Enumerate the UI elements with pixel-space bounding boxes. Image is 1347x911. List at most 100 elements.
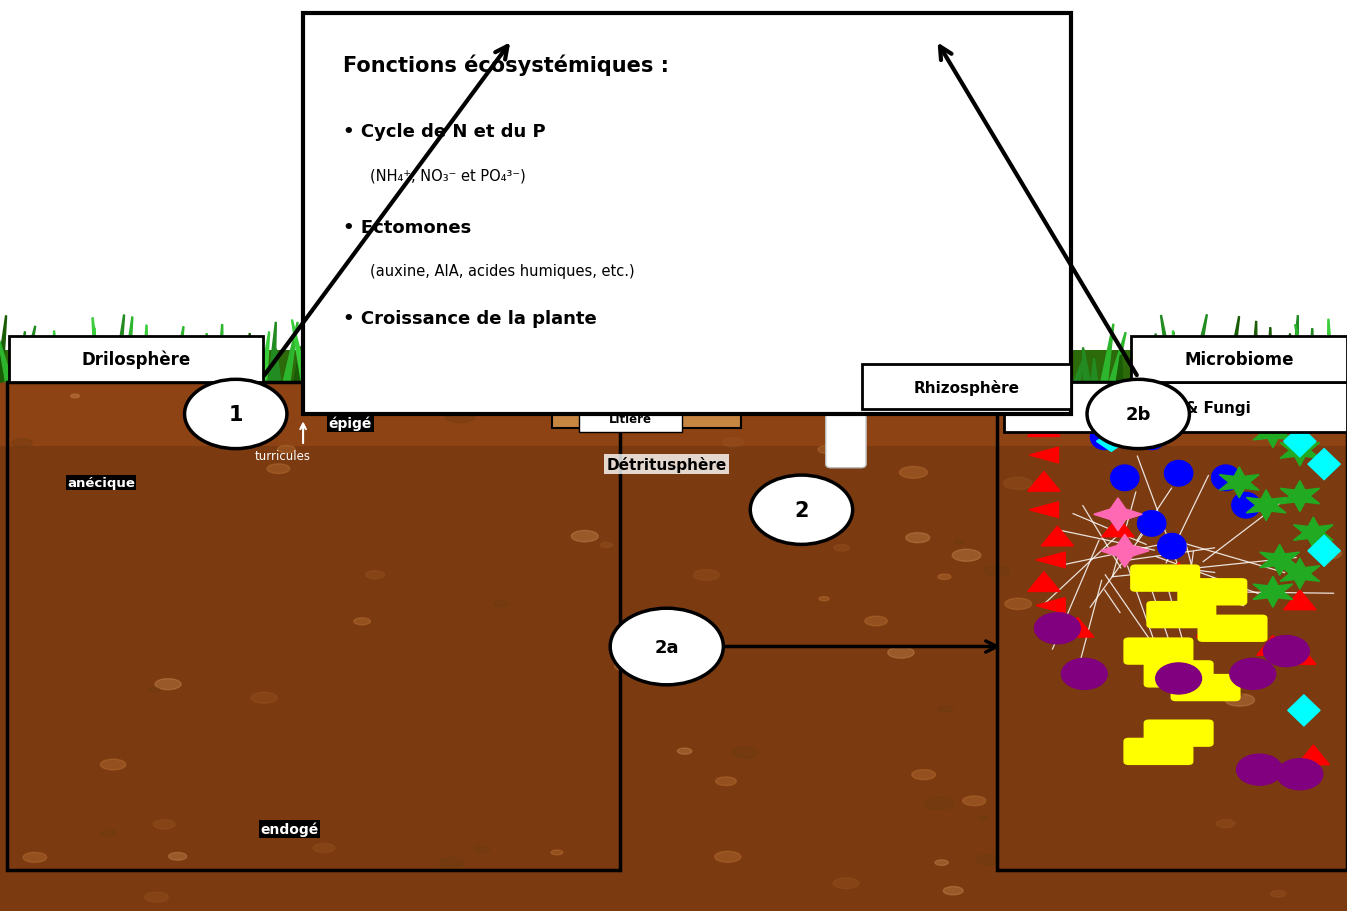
Ellipse shape	[614, 661, 640, 672]
Polygon shape	[932, 333, 942, 383]
Polygon shape	[294, 347, 302, 383]
FancyBboxPatch shape	[1171, 674, 1241, 701]
Polygon shape	[1284, 426, 1316, 457]
Polygon shape	[1146, 350, 1154, 383]
Polygon shape	[1257, 636, 1289, 656]
Ellipse shape	[1158, 534, 1185, 559]
Polygon shape	[27, 352, 35, 383]
Polygon shape	[15, 333, 26, 383]
Polygon shape	[502, 328, 511, 383]
Polygon shape	[1197, 347, 1204, 383]
Polygon shape	[65, 358, 71, 383]
Polygon shape	[1233, 385, 1273, 416]
Ellipse shape	[12, 439, 32, 448]
Ellipse shape	[155, 679, 180, 690]
Ellipse shape	[952, 549, 981, 562]
Polygon shape	[399, 333, 407, 383]
Ellipse shape	[975, 855, 999, 865]
Polygon shape	[478, 321, 494, 383]
Polygon shape	[678, 329, 686, 383]
Ellipse shape	[71, 394, 79, 398]
FancyBboxPatch shape	[1146, 601, 1216, 629]
Polygon shape	[672, 344, 679, 383]
Polygon shape	[865, 354, 877, 383]
Polygon shape	[595, 356, 603, 383]
FancyBboxPatch shape	[0, 383, 1347, 911]
Polygon shape	[617, 332, 634, 383]
Polygon shape	[416, 328, 423, 383]
Text: (NH₄⁺, NO₃⁻ et PO₄³⁻): (NH₄⁺, NO₃⁻ et PO₄³⁻)	[370, 169, 527, 183]
FancyBboxPatch shape	[1004, 383, 1347, 433]
Polygon shape	[948, 349, 958, 383]
Text: • Ectomones: • Ectomones	[343, 219, 471, 237]
Polygon shape	[1280, 481, 1320, 512]
Text: 2b: 2b	[1126, 405, 1150, 424]
Polygon shape	[1266, 390, 1307, 421]
Ellipse shape	[474, 846, 489, 853]
FancyBboxPatch shape	[0, 383, 1347, 446]
Text: Bactéries & Fungi: Bactéries & Fungi	[1099, 400, 1251, 415]
Polygon shape	[958, 355, 973, 383]
Polygon shape	[577, 320, 587, 383]
Polygon shape	[1266, 328, 1273, 383]
Polygon shape	[963, 343, 971, 383]
Polygon shape	[156, 351, 174, 383]
Circle shape	[750, 476, 853, 545]
Polygon shape	[1001, 324, 1016, 383]
Polygon shape	[1284, 381, 1316, 412]
Polygon shape	[493, 315, 502, 383]
Polygon shape	[221, 355, 237, 383]
Ellipse shape	[1224, 694, 1254, 706]
Ellipse shape	[101, 830, 116, 836]
Polygon shape	[360, 329, 366, 383]
Polygon shape	[1127, 359, 1145, 383]
Ellipse shape	[715, 852, 741, 863]
Ellipse shape	[148, 688, 160, 692]
Ellipse shape	[1137, 511, 1165, 537]
Polygon shape	[1033, 322, 1048, 383]
Circle shape	[1237, 754, 1282, 785]
Polygon shape	[317, 342, 331, 383]
Polygon shape	[308, 338, 318, 383]
Polygon shape	[314, 317, 322, 383]
Ellipse shape	[267, 465, 290, 474]
Polygon shape	[787, 343, 797, 383]
Polygon shape	[525, 335, 532, 383]
Polygon shape	[637, 328, 644, 383]
Polygon shape	[994, 334, 1006, 383]
Polygon shape	[1196, 618, 1228, 638]
Text: Microbiome: Microbiome	[1184, 351, 1294, 369]
Polygon shape	[1288, 695, 1320, 726]
Text: Drilosphère: Drilosphère	[81, 351, 191, 369]
Polygon shape	[1109, 333, 1126, 383]
Polygon shape	[1161, 316, 1176, 383]
Polygon shape	[1009, 314, 1025, 383]
Polygon shape	[641, 341, 651, 383]
Ellipse shape	[799, 384, 890, 399]
Polygon shape	[348, 357, 357, 383]
Ellipse shape	[943, 886, 963, 895]
Polygon shape	[1029, 447, 1059, 464]
Polygon shape	[1250, 322, 1257, 383]
Circle shape	[1230, 659, 1276, 690]
Ellipse shape	[277, 446, 295, 454]
Polygon shape	[1030, 328, 1045, 383]
Polygon shape	[981, 316, 990, 383]
Polygon shape	[898, 343, 908, 383]
Polygon shape	[0, 316, 7, 383]
Polygon shape	[335, 348, 342, 383]
Polygon shape	[508, 359, 515, 383]
Polygon shape	[477, 333, 494, 383]
Polygon shape	[1282, 343, 1293, 383]
FancyBboxPatch shape	[0, 351, 1347, 383]
Text: 2: 2	[795, 500, 808, 520]
Polygon shape	[385, 331, 392, 383]
Ellipse shape	[551, 850, 563, 855]
Polygon shape	[1102, 517, 1134, 537]
Polygon shape	[141, 326, 148, 383]
Polygon shape	[1308, 536, 1340, 567]
Ellipse shape	[1233, 493, 1261, 518]
Ellipse shape	[938, 574, 951, 580]
Circle shape	[1263, 636, 1309, 667]
Circle shape	[1156, 663, 1202, 694]
